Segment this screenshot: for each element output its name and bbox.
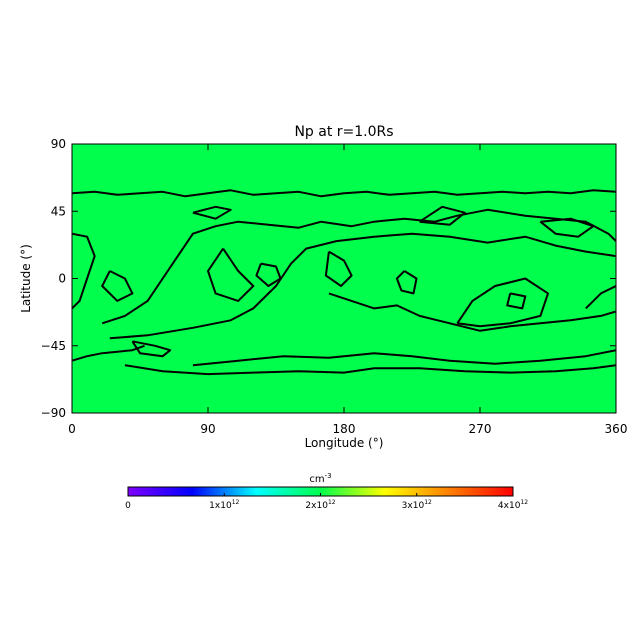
y-axis-ticks: −90 −45 0 45 90 (41, 137, 616, 420)
contour-line-19 (101, 270, 134, 302)
colorbar-unit-exponent: -3 (325, 472, 332, 480)
contour-line-10 (255, 262, 282, 287)
contour-line-3 (192, 349, 616, 367)
colorbar-tick-label: 1x1012 (209, 499, 239, 511)
y-tick-label: 45 (51, 204, 66, 218)
chart-title: Np at r=1.0Rs (294, 124, 393, 140)
x-axis-label: Longitude (°) (305, 436, 384, 450)
y-tick-label: −90 (41, 406, 66, 420)
contour-line-13 (506, 292, 527, 310)
contour-line-18 (131, 340, 172, 358)
contour-line-4 (109, 232, 616, 340)
x-tick-label: 360 (605, 422, 628, 436)
contour-line-11 (324, 250, 353, 287)
colorbar: cm-3 0 1x1012 2x1012 3x1012 4x1012 (125, 472, 528, 511)
colorbar-tick-label: 0 (125, 501, 131, 511)
colorbar-ticks: 0 1x1012 2x1012 3x1012 4x1012 (125, 493, 528, 511)
contour-line-14 (419, 205, 466, 226)
contour-line-7 (328, 292, 616, 332)
y-tick-label: 90 (51, 137, 66, 151)
contour-line-9 (207, 248, 255, 302)
x-axis-ticks: 0 90 180 270 360 (68, 144, 627, 436)
colorbar-unit-label: cm-3 (309, 472, 331, 485)
contour-line-2 (124, 364, 616, 376)
contour-line-6 (72, 232, 96, 310)
colorbar-tick-label: 2x1012 (305, 499, 335, 511)
x-tick-label: 90 (200, 422, 215, 436)
x-tick-label: 0 (68, 422, 76, 436)
x-tick-label: 270 (469, 422, 492, 436)
y-axis-label: Latitude (°) (19, 244, 33, 313)
contour-line-8 (456, 277, 549, 328)
y-tick-label: 0 (58, 272, 66, 286)
y-tick-label: −45 (41, 339, 66, 353)
x-tick-label: 180 (333, 422, 356, 436)
contour-lines (72, 189, 616, 376)
contour-line-5 (101, 208, 616, 325)
contour-line-16 (539, 217, 595, 238)
contour-line-12 (395, 270, 418, 295)
contour-line-17 (585, 285, 616, 310)
colorbar-unit-base: cm (309, 474, 324, 485)
colorbar-tick-label: 4x1012 (498, 499, 528, 511)
colorbar-tick-label: 3x1012 (402, 499, 432, 511)
contour-line-15 (192, 205, 232, 220)
contour-line-1 (72, 344, 145, 362)
contour-line-0 (72, 189, 616, 198)
